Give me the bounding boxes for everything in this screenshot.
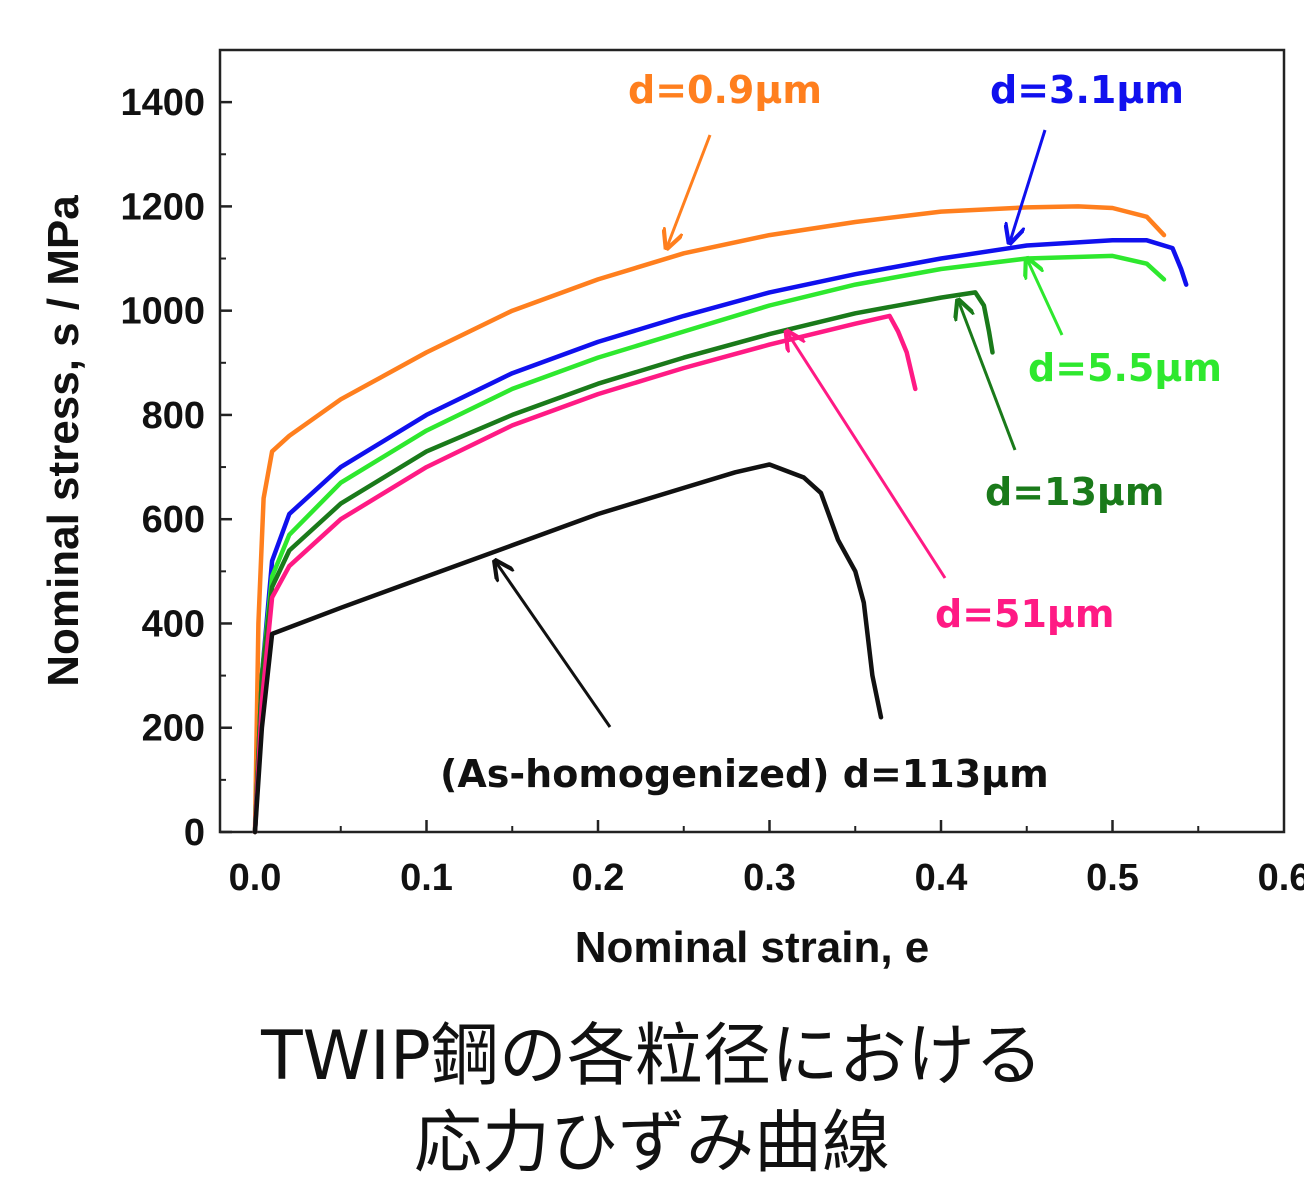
label-d-5-5: d=5.5μm (1028, 346, 1222, 390)
y-tick-label: 600 (142, 499, 205, 541)
y-tick-label: 200 (142, 708, 205, 750)
y-tick-label: 1000 (120, 291, 205, 333)
plot-frame (218, 48, 1286, 834)
x-axis-title: Nominal strain, e (575, 923, 930, 972)
x-tick-label: 0.2 (572, 857, 625, 899)
y-tick-label: 1200 (120, 186, 205, 228)
y-tick-label: 400 (142, 603, 205, 645)
annotation-arrows (495, 129, 1064, 728)
annotation-arrow (958, 300, 1017, 451)
annotation-arrow (787, 332, 947, 579)
caption-line-2: 応力ひずみ曲線 (413, 1104, 890, 1183)
x-tick-label: 0.4 (915, 857, 968, 899)
y-tick-label: 1400 (120, 82, 205, 124)
x-tick-label: 0.0 (229, 857, 282, 899)
annotation-arrow (1027, 259, 1064, 336)
x-tick-label: 0.3 (743, 857, 796, 899)
y-axis-title: Nominal stress, s / MPa (39, 195, 88, 687)
label-d-13: d=13μm (985, 470, 1164, 514)
series-line (252, 238, 1189, 835)
label-d-51: d=51μm (935, 592, 1114, 636)
y-tick-label: 0 (184, 812, 205, 854)
series-line (252, 462, 884, 835)
x-tick-label: 0.1 (400, 857, 453, 899)
label-d-3-1: d=3.1μm (990, 68, 1184, 112)
series-line (252, 253, 1167, 835)
series-line (252, 313, 918, 835)
x-tick-label: 0.6 (1258, 857, 1304, 899)
caption-line-1: TWIP鋼の各粒径における (261, 1017, 1043, 1096)
annotation-arrow (667, 134, 712, 248)
series-lines (252, 204, 1189, 835)
annotation-arrow (495, 561, 612, 728)
y-tick-label: 800 (142, 395, 205, 437)
series-line (252, 204, 1167, 835)
x-tick-label: 0.5 (1086, 857, 1139, 899)
label-d-113: (As-homogenized) d=113μm (440, 752, 1049, 796)
label-d-0-9: d=0.9μm (628, 68, 822, 112)
axis-ticks: 0.0 0.1 0.2 0.3 0.4 0.5 0.6 0 200 400 600 800 1000 12… (120, 82, 1304, 899)
series-line (252, 290, 995, 835)
annotation-arrow (1010, 129, 1047, 243)
